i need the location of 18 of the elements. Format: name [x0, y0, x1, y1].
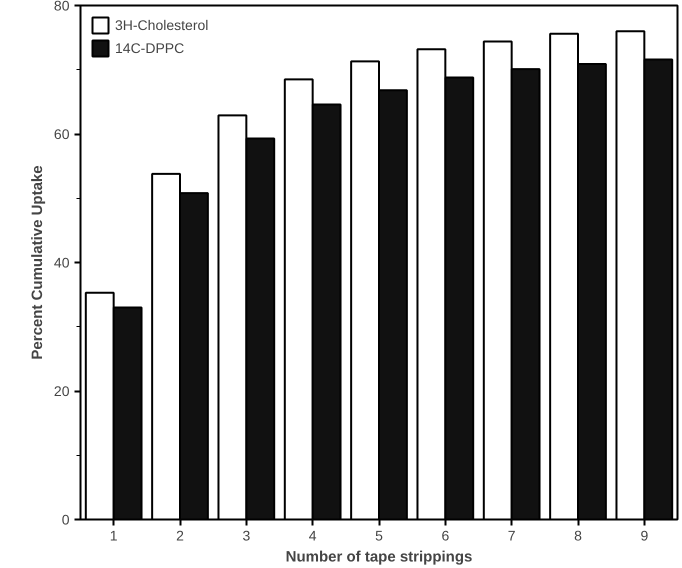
y-tick-label: 0: [62, 512, 70, 528]
x-tick-label: 6: [441, 528, 450, 544]
x-tick-label: 7: [508, 528, 516, 544]
x-tick-label: 3: [242, 528, 250, 544]
y-tick-label: 80: [54, 0, 70, 14]
y-tick-label: 40: [54, 254, 70, 270]
x-tick-label: 2: [176, 528, 184, 544]
x-tick-label: 4: [308, 528, 317, 544]
legend-label: 14C-DPPC: [115, 40, 184, 56]
x-axis-title: Number of tape strippings: [286, 548, 472, 566]
y-axis-title: Percent Cumulative Uptake: [28, 165, 46, 360]
y-tick-label: 20: [54, 383, 70, 399]
y-tick-label: 60: [54, 126, 70, 142]
x-tick-label: 5: [375, 528, 384, 544]
x-tick-label: 9: [640, 528, 648, 544]
legend-label: 3H-Cholesterol: [115, 17, 208, 33]
x-tick-label: 1: [110, 528, 118, 544]
x-tick-label: 8: [574, 528, 582, 544]
